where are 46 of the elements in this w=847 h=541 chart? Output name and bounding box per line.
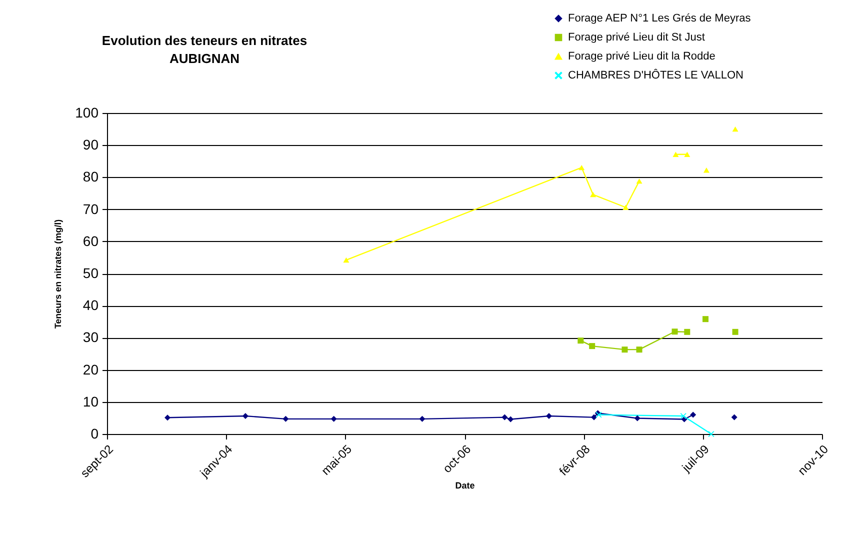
point xyxy=(502,414,508,420)
y-tick-label: 40 xyxy=(82,297,99,314)
point xyxy=(578,164,585,170)
point xyxy=(702,316,708,322)
y-tick-label: 0 xyxy=(90,426,99,442)
point xyxy=(732,328,738,335)
y-tick-label: 100 xyxy=(75,104,99,120)
legend-label: CHAMBRES D'HÔTES LE VALLON xyxy=(568,68,744,82)
x-axis-title: Date xyxy=(455,480,475,491)
point xyxy=(589,343,596,350)
point xyxy=(419,416,426,422)
point xyxy=(732,126,738,132)
y-tick-label: 80 xyxy=(82,168,99,185)
legend-label: Forage privé Lieu dit St Just xyxy=(568,32,705,44)
point xyxy=(330,416,337,422)
point xyxy=(636,346,642,353)
y-tick-label: 30 xyxy=(82,329,99,346)
point xyxy=(636,178,642,184)
y-tick-label: 20 xyxy=(82,361,99,378)
point xyxy=(546,413,552,420)
point xyxy=(578,338,584,344)
point xyxy=(672,152,679,158)
y-tick-label: 10 xyxy=(82,393,99,410)
point xyxy=(684,328,690,335)
point xyxy=(690,412,696,418)
y-tick-label: 50 xyxy=(82,265,99,281)
point xyxy=(703,168,710,173)
y-tick-label: 60 xyxy=(82,232,99,249)
point xyxy=(622,204,629,210)
chart-title: Evolution des teneurs en nitrates AUBIGNAN xyxy=(102,33,308,66)
point xyxy=(731,414,738,420)
point xyxy=(590,192,596,198)
point xyxy=(164,414,171,421)
point xyxy=(672,328,678,335)
y-tick-label: 90 xyxy=(82,136,99,153)
point xyxy=(590,414,597,420)
y-tick-label: 70 xyxy=(82,200,99,217)
legend-label: Forage privé Lieu dit la Rodde xyxy=(568,50,716,62)
point xyxy=(684,152,690,158)
point xyxy=(634,415,640,422)
point xyxy=(343,257,350,263)
legend-label: Forage AEP N°1 Les Grés de Meyras xyxy=(568,12,752,24)
point xyxy=(508,416,514,422)
y-axis-title: Teneurs en nitrates (mg/l) xyxy=(53,219,64,329)
point xyxy=(622,346,628,353)
point xyxy=(282,416,289,422)
